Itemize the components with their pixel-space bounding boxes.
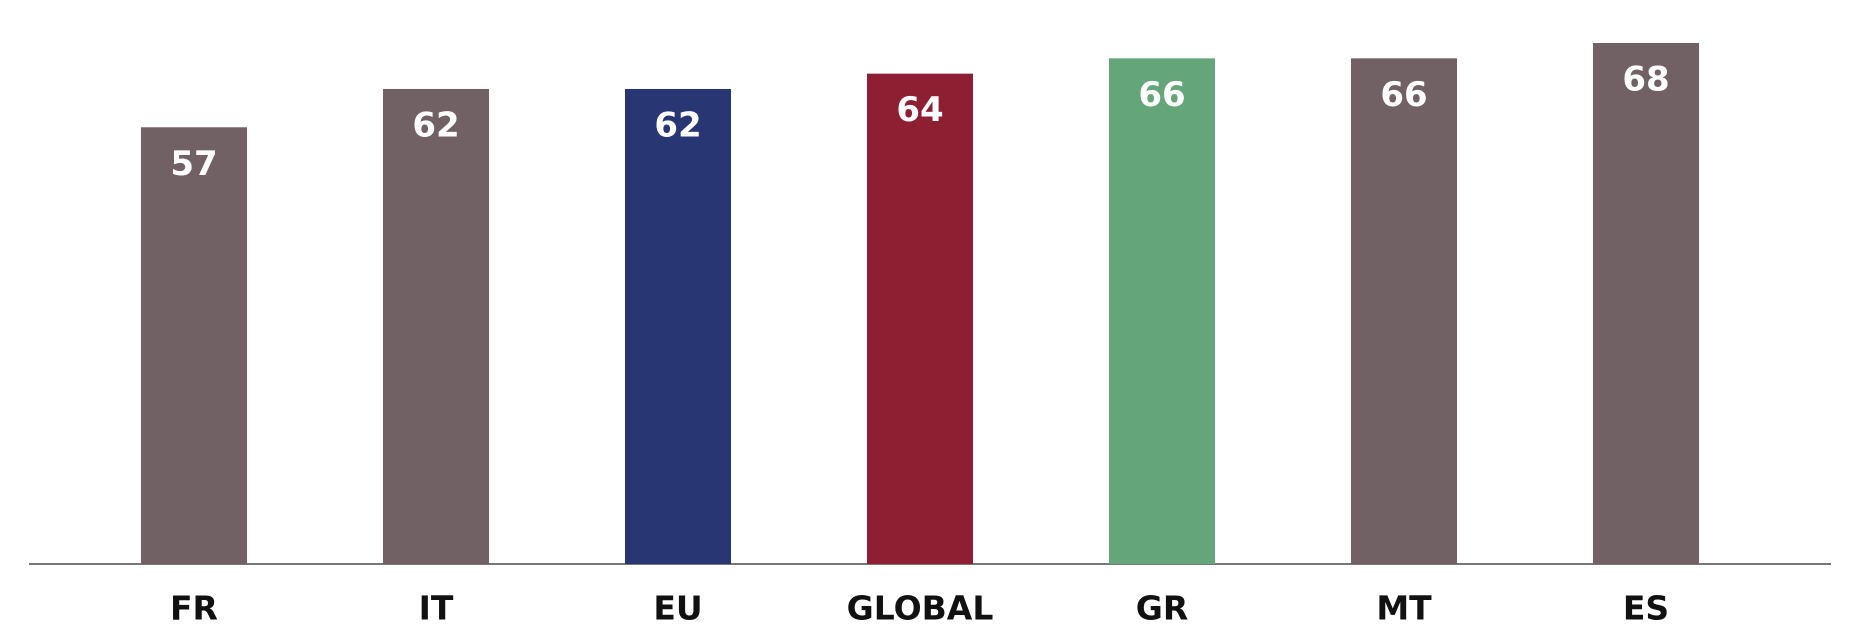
bar	[1351, 58, 1457, 565]
value-label: 66	[1138, 75, 1185, 115]
bar	[867, 73, 973, 564]
x-tick-label: IT	[419, 589, 454, 628]
x-tick-label: ES	[1623, 589, 1669, 628]
x-tick-label: FR	[170, 589, 218, 628]
bar	[141, 127, 247, 564]
bar	[1593, 43, 1699, 564]
value-label: 68	[1622, 60, 1669, 100]
bar	[625, 88, 731, 565]
x-tick-label: MT	[1376, 589, 1432, 628]
value-label: 57	[170, 144, 217, 184]
value-label: 66	[1380, 75, 1427, 115]
x-tick-label: GLOBAL	[847, 589, 994, 628]
bar	[1109, 58, 1215, 565]
value-label: 64	[896, 90, 943, 130]
x-tick-label: EU	[653, 589, 702, 628]
x-tick-label: GR	[1136, 589, 1189, 628]
value-label: 62	[412, 105, 459, 145]
value-label: 62	[654, 105, 701, 145]
bar	[383, 88, 489, 565]
